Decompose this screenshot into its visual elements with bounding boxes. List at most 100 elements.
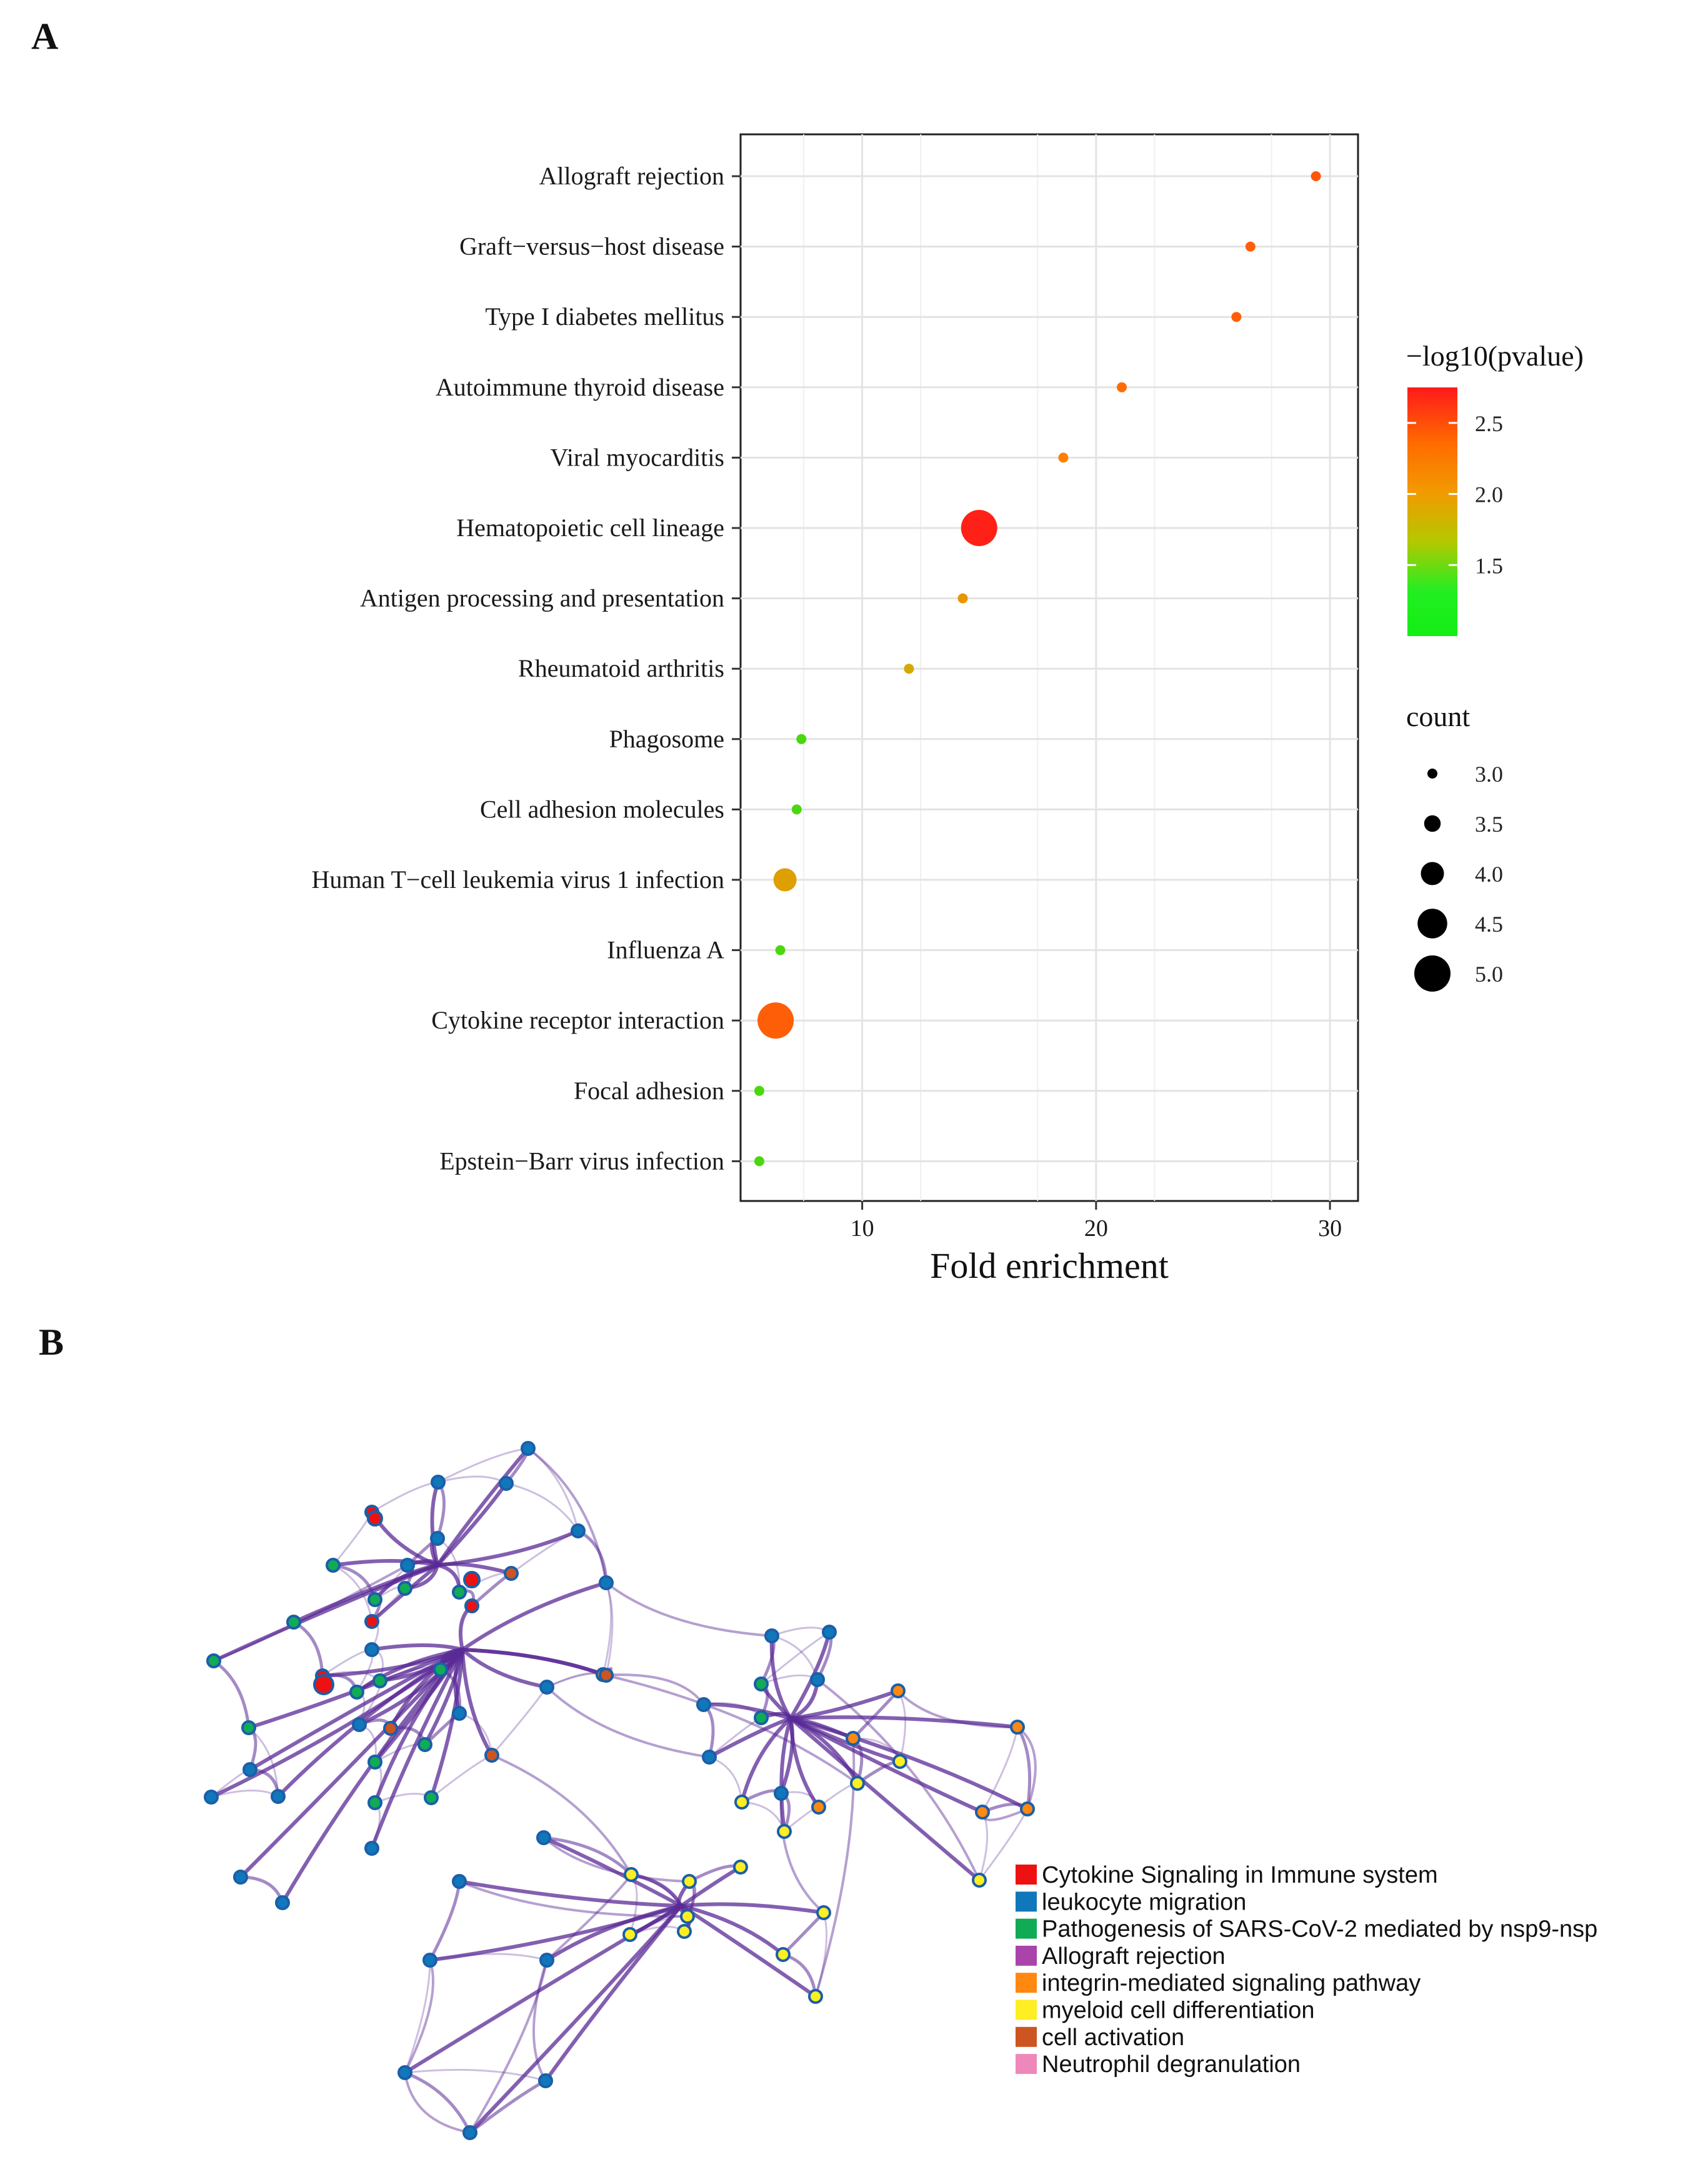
data-point (1311, 171, 1321, 181)
network-edge (602, 1582, 612, 1675)
network-edge (602, 1673, 859, 1785)
network-node (484, 1748, 499, 1763)
color-legend-label: 1.5 (1475, 553, 1503, 578)
network-node (774, 1786, 789, 1801)
network-edge (527, 1447, 607, 1583)
network-node (702, 1750, 717, 1765)
network-node (571, 1523, 586, 1538)
network-edge (769, 1635, 792, 1720)
network-node (464, 1598, 479, 1613)
network-node (816, 1905, 831, 1920)
network-edge (1016, 1726, 1032, 1810)
network-edge (631, 1873, 689, 1917)
network-node (367, 1592, 382, 1607)
network-node (680, 1909, 695, 1924)
category-label: Focal adhesion (574, 1077, 724, 1105)
network-edge (789, 1716, 981, 1882)
network-edge (210, 1648, 464, 1799)
category-label: Phagosome (609, 725, 724, 753)
network-node (599, 1575, 614, 1590)
color-legend-title: −log10(pvalue) (1406, 340, 1584, 372)
network-node (536, 1830, 551, 1845)
network-edge (577, 1529, 608, 1583)
panel-a-label: A (31, 16, 58, 57)
network-legend-swatch (1016, 1973, 1037, 1993)
size-legend-dot (1417, 909, 1447, 939)
network-node (972, 1873, 987, 1888)
color-legend-label: 2.5 (1475, 411, 1503, 436)
network-edge (542, 1836, 682, 1908)
network-node-highlight (367, 1510, 383, 1527)
network-node (850, 1776, 865, 1791)
network-node (734, 1795, 749, 1810)
data-point (957, 593, 968, 604)
network-node (677, 1924, 692, 1939)
network-edge (789, 1631, 831, 1720)
network-edge (370, 1648, 464, 1850)
category-label: Graft−versus−host disease (459, 232, 724, 261)
network-legend-label: cell activation (1042, 2025, 1184, 2051)
network-node (733, 1860, 748, 1875)
category-label: Autoimmune thyroid disease (436, 373, 724, 401)
network-legend: Cytokine Signaling in Immune systemleuko… (1016, 1862, 1597, 2078)
network-edge (897, 1690, 907, 1762)
size-legend-label: 3.5 (1475, 812, 1503, 837)
network-edge (702, 1703, 715, 1758)
category-label: Viral myocarditis (550, 443, 724, 471)
network-legend-label: Pathogenesis of SARS-CoV-2 mediated by n… (1042, 1916, 1597, 1943)
network-legend-label: integrin-mediated signaling pathway (1042, 1970, 1421, 1996)
category-label: Hematopoietic cell lineage (456, 514, 724, 542)
category-label: Type I diabetes mellitus (485, 302, 724, 331)
network-node (696, 1697, 711, 1712)
network-edge (546, 1873, 632, 1961)
network-edge (332, 1512, 373, 1566)
network-node (233, 1870, 248, 1885)
network-legend-swatch (1016, 1891, 1037, 1912)
network-node (822, 1625, 837, 1640)
network-edge (239, 1648, 464, 1879)
network-edge (1016, 1726, 1037, 1810)
network-node (682, 1874, 697, 1889)
size-legend-dot (1427, 769, 1437, 779)
network-node-highlight (463, 1571, 481, 1588)
x-tick-label: 20 (1084, 1215, 1108, 1242)
network-edge (428, 1881, 461, 1961)
network-edge (771, 1626, 830, 1637)
color-legend-label: 2.0 (1475, 482, 1503, 507)
data-point (1058, 452, 1069, 463)
network-legend-label: Allograft rejection (1042, 1943, 1226, 1970)
category-label: Epstein−Barr virus infection (439, 1147, 724, 1175)
network-edge (680, 1904, 817, 1998)
network-legend-swatch (1016, 1945, 1037, 1966)
y-axis-ticks (732, 175, 741, 1162)
network-legend-label: Cytokine Signaling in Immune system (1042, 1862, 1438, 1888)
category-label: Cytokine receptor interaction (431, 1006, 724, 1034)
network-edge (506, 1482, 579, 1532)
network-edge (404, 2071, 472, 2134)
network-legend-label: myeloid cell differentiation (1042, 1998, 1315, 2024)
network-edge (212, 1659, 251, 1728)
network-edge (281, 1648, 464, 1904)
network-node (810, 1672, 825, 1687)
network-edge (542, 1836, 690, 1883)
network-legend-swatch (1016, 1865, 1037, 1885)
data-point (904, 664, 914, 674)
network-legend-swatch (1016, 1918, 1037, 1939)
network-node (349, 1685, 364, 1700)
network-node (364, 1614, 379, 1629)
network-edge (543, 1836, 632, 1876)
size-legend-dot (1421, 862, 1444, 885)
network-node-highlight (313, 1674, 334, 1695)
network-edge (491, 1686, 548, 1756)
network-edge (606, 1673, 705, 1706)
size-legend-label: 3.0 (1475, 762, 1503, 787)
plot-panel (739, 133, 1359, 1202)
size-legend-label: 5.0 (1475, 962, 1503, 987)
network-edge (605, 1582, 772, 1637)
network-node (754, 1710, 769, 1725)
network-node (400, 1558, 415, 1573)
network-node (539, 1680, 554, 1695)
network-edge (790, 1715, 1018, 1729)
network-edge (708, 1716, 792, 1759)
data-point (1245, 241, 1256, 252)
